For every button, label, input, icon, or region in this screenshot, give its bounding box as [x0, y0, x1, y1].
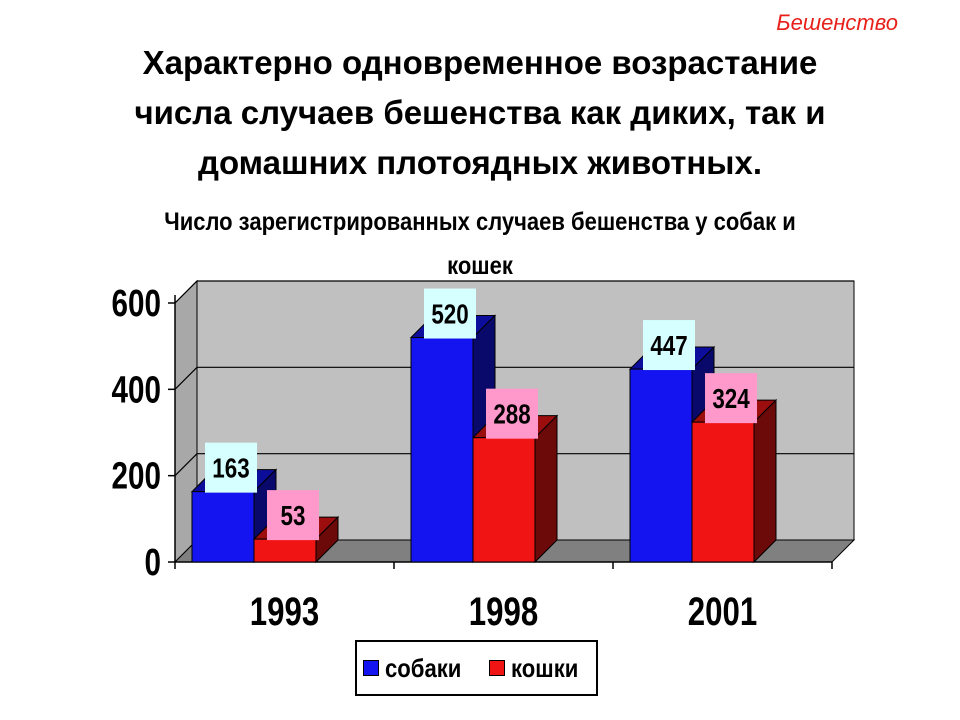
- legend-entry-cats: кошки: [488, 652, 590, 684]
- data-label-box-1-1998: [486, 388, 538, 439]
- bar-dogs-1998: [410, 337, 474, 563]
- bar-dogs-2001: [629, 368, 693, 563]
- legend-entry-dogs: собаки: [362, 652, 475, 684]
- data-label-dogs-1993: 163: [212, 453, 249, 484]
- slide-title-line-3: домашних плотоядных животных.: [198, 144, 762, 181]
- data-label-box-0-1993: [205, 442, 257, 493]
- data-label-box-1-2001: [705, 373, 757, 424]
- bar-side-1-2001: [753, 398, 777, 564]
- data-label-cats-1993: 53: [281, 501, 306, 532]
- data-label-cats-2001: 324: [712, 384, 749, 415]
- x-tick-label-2001: 2001: [688, 589, 757, 634]
- y-tick-label-2: 400: [112, 369, 161, 411]
- bar-side-1-1998: [534, 414, 558, 564]
- legend-swatch-cats: [488, 660, 505, 676]
- data-label-dogs-1998: 520: [431, 299, 468, 330]
- bar-cats-1998: [472, 437, 536, 563]
- y-tick-label-3: 600: [112, 283, 161, 325]
- chart-title-line-1: Число зарегистрированных случаев бешенст…: [164, 208, 796, 236]
- y-tick-label-1: 200: [112, 455, 161, 497]
- corner-topic-label: Бешенство: [776, 10, 898, 35]
- chart-title-line-2: кошек: [447, 252, 513, 280]
- slide-title-line-1: Характерно одновременное возрастание: [142, 44, 818, 81]
- legend-label-dogs: собаки: [384, 652, 462, 683]
- data-label-box-0-1998: [424, 288, 476, 339]
- y-tick-label-0: 0: [145, 542, 161, 584]
- data-label-dogs-2001: 447: [650, 331, 687, 362]
- x-tick-label-1993: 1993: [250, 589, 319, 634]
- data-label-box-0-2001: [643, 320, 695, 371]
- bar-cats-1993: [253, 538, 317, 563]
- legend-swatch-dogs: [362, 660, 379, 676]
- gridline-3: [174, 280, 854, 304]
- bar-cats-2001: [691, 421, 755, 563]
- bar-dogs-1993: [191, 491, 255, 563]
- legend-label-cats: кошки: [510, 652, 579, 683]
- chart-legend: собаки кошки: [355, 640, 598, 696]
- slide-title: Характерно одновременное возрастание чис…: [20, 38, 940, 188]
- data-label-box-1-1993: [267, 490, 319, 541]
- x-tick-label-1998: 1998: [469, 589, 538, 634]
- slide-title-line-2: числа случаев бешенства как диких, так и: [134, 94, 826, 131]
- chart-title: Число зарегистрированных случаев бешенст…: [146, 200, 815, 288]
- data-label-cats-1998: 288: [493, 399, 530, 430]
